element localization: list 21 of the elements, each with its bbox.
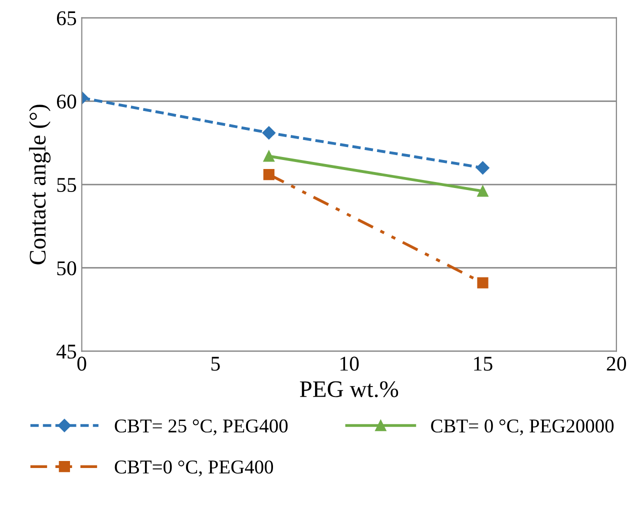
y-tick-label: 50 [57, 261, 76, 276]
y-tick-label: 60 [56, 94, 76, 109]
y-tick-label: 55 [57, 178, 76, 192]
y-tick-label: 45 [56, 344, 76, 359]
point [263, 168, 274, 180]
point [477, 186, 488, 197]
x-tick-label: 0 [77, 356, 86, 371]
legend-label: CBT= 25 °C, PEG400 [114, 419, 288, 436]
point [477, 277, 488, 288]
point [476, 161, 490, 174]
y-tick-label: 65 [56, 11, 76, 26]
x-tick-label: 5 [211, 356, 220, 371]
x-axis-title: PEG wt.% [300, 381, 398, 398]
y-axis-title: Contact angle (°) [29, 104, 51, 264]
x-tick-label: 15 [474, 356, 492, 371]
legend-label: CBT= 0 °C, PEG20000 [431, 419, 614, 436]
x-tick-label: 10 [340, 356, 359, 371]
x-tick-label: 20 [606, 356, 626, 371]
legend-label: CBT=0 °C, PEG400 [114, 460, 274, 476]
point [262, 126, 276, 140]
point [263, 150, 274, 162]
